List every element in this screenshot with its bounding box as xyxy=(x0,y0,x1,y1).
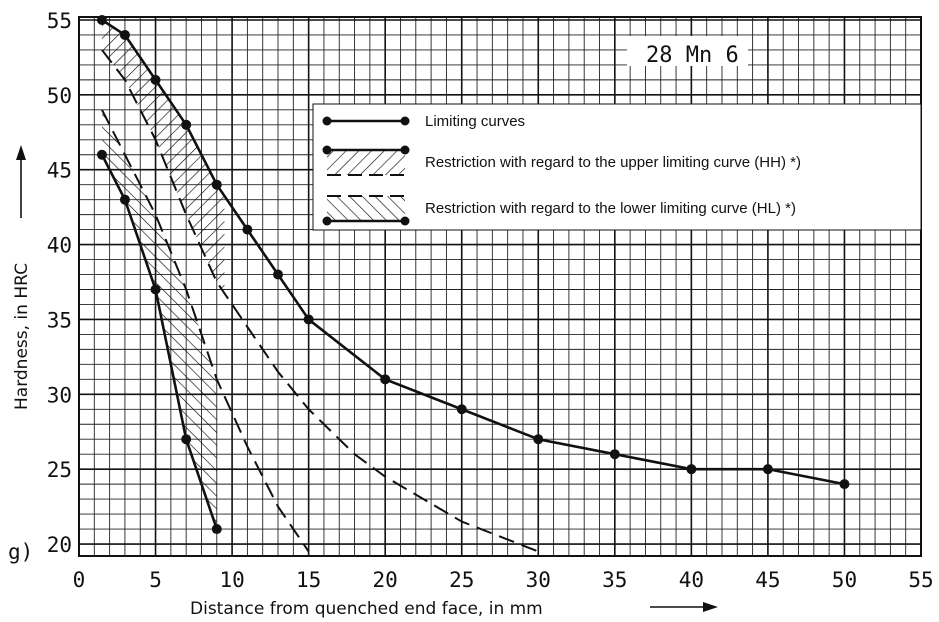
lower-limiting-curve-point xyxy=(119,194,130,205)
x-tick-labels: 0 5 10 15 20 25 30 35 40 45 50 55 xyxy=(73,568,934,592)
upper-limiting-curve-point xyxy=(96,14,107,25)
y-tick-label: 35 xyxy=(47,308,72,332)
y-tick-label: 40 xyxy=(47,234,72,258)
x-tick-label: 50 xyxy=(832,568,857,592)
legend: Limiting curves Restriction with regard … xyxy=(312,103,922,231)
x-tick-label: 0 xyxy=(73,568,86,592)
y-axis-label: Hardness, in HRC xyxy=(12,263,32,410)
lower-limiting-curve-point xyxy=(150,284,161,295)
legend-item-limiting: Limiting curves xyxy=(322,113,525,130)
x-tick-label: 15 xyxy=(296,568,321,592)
x-tick-label: 20 xyxy=(373,568,398,592)
lower-limiting-curve-point xyxy=(181,434,192,445)
x-tick-label: 40 xyxy=(679,568,704,592)
upper-limiting-curve-point xyxy=(762,464,773,475)
y-tick-label: 25 xyxy=(47,458,72,482)
legend-label-hl: Restriction with regard to the lower lim… xyxy=(425,200,796,217)
upper-limiting-curve-point xyxy=(273,269,284,280)
y-tick-labels: 20 25 30 35 40 45 50 55 xyxy=(47,9,72,557)
lower-limiting-curve-point xyxy=(211,524,222,535)
x-tick-label: 45 xyxy=(755,568,780,592)
y-axis-arrow xyxy=(16,145,26,218)
legend-label-hh: Restriction with regard to the upper lim… xyxy=(425,154,801,171)
x-axis-label: Distance from quenched end face, in mm xyxy=(190,599,543,619)
upper-limiting-curve-point xyxy=(303,314,314,325)
upper-limiting-curve-point xyxy=(242,224,253,235)
lower-limiting-curve-point xyxy=(96,149,107,160)
upper-limiting-curve-point xyxy=(686,464,697,475)
upper-limiting-curve-point xyxy=(533,434,544,445)
x-tick-label: 25 xyxy=(449,568,474,592)
legend-box xyxy=(312,103,922,231)
x-tick-label: 30 xyxy=(526,568,551,592)
y-tick-label: 45 xyxy=(47,159,72,183)
x-tick-label: 5 xyxy=(149,568,162,592)
x-tick-label: 55 xyxy=(908,568,933,592)
upper-limiting-curve-point xyxy=(609,449,620,460)
upper-limiting-curve-point xyxy=(839,479,850,490)
upper-limiting-curve-point xyxy=(150,74,161,85)
legend-label-limiting: Limiting curves xyxy=(425,113,525,130)
legend-item-hh: Restriction with regard to the upper lim… xyxy=(322,145,801,176)
restricted-lower-curve-hl xyxy=(101,109,310,553)
legend-item-hl: Restriction with regard to the lower lim… xyxy=(322,195,796,226)
upper-limiting-curve-point xyxy=(211,179,222,190)
x-axis-arrow xyxy=(650,602,718,612)
x-tick-label: 35 xyxy=(602,568,627,592)
y-tick-label: 20 xyxy=(47,533,72,557)
upper-limiting-curve-point xyxy=(119,29,130,40)
y-tick-label: 30 xyxy=(47,383,72,407)
panel-label: g) xyxy=(8,540,33,564)
curve-markers xyxy=(96,14,850,535)
steel-grade-label: 28 Mn 6 xyxy=(646,43,739,68)
restricted-upper-curve-hh xyxy=(101,49,539,553)
upper-limiting-curve-point xyxy=(181,119,192,130)
upper-limiting-curve-point xyxy=(456,404,467,415)
upper-limiting-curve-point xyxy=(380,374,391,385)
y-tick-label: 50 xyxy=(47,84,72,108)
y-tick-label: 55 xyxy=(47,9,72,33)
x-tick-label: 10 xyxy=(219,568,244,592)
steel-grade-box: 28 Mn 6 xyxy=(627,36,748,68)
